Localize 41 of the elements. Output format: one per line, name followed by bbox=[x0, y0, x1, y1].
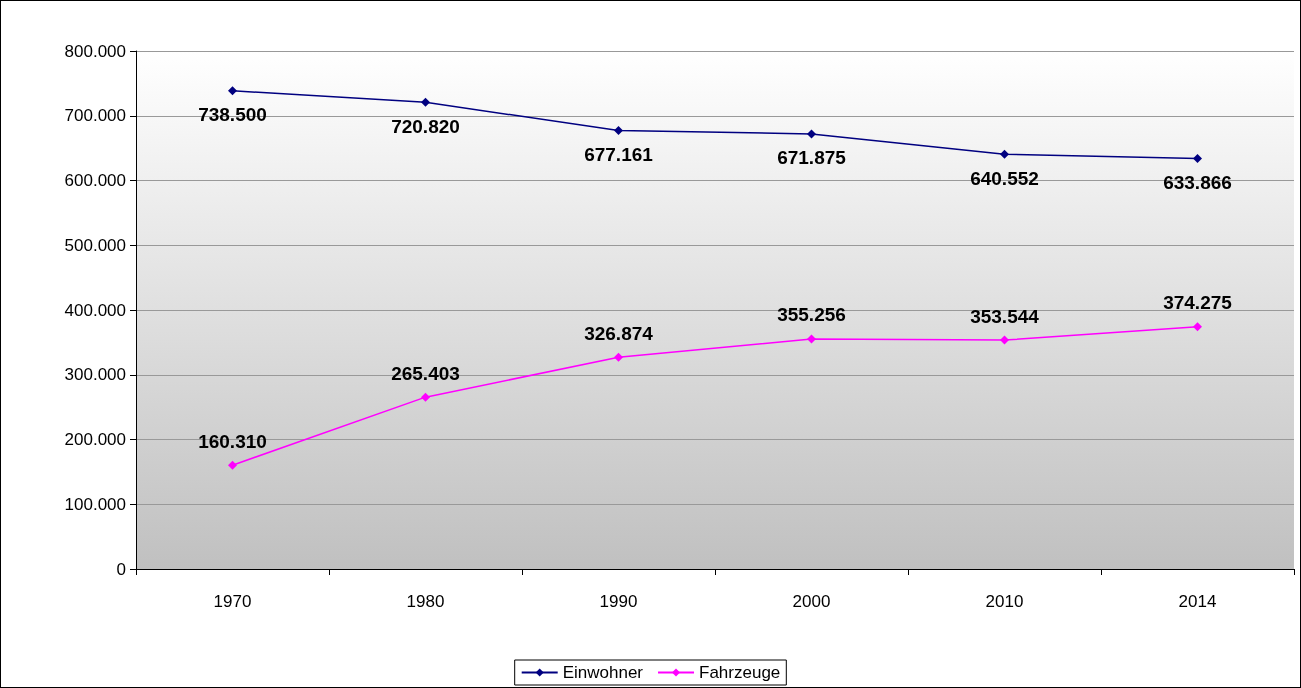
data-label: 355.256 bbox=[777, 304, 846, 326]
x-tick-label: 1970 bbox=[213, 592, 252, 611]
x-tick-label: 1990 bbox=[599, 592, 638, 611]
y-tick-label: 100.000 bbox=[64, 494, 126, 514]
x-tick-label: 2014 bbox=[1178, 592, 1217, 611]
y-tick-label: 700.000 bbox=[64, 106, 126, 126]
point bbox=[807, 334, 816, 344]
point bbox=[614, 352, 623, 362]
point bbox=[228, 86, 237, 96]
x-tick-label: 2000 bbox=[792, 592, 831, 611]
y-tick-label: 200.000 bbox=[64, 430, 126, 449]
data-label: 640.552 bbox=[970, 167, 1039, 189]
y-tick-label: 0 bbox=[116, 559, 126, 579]
point bbox=[421, 97, 430, 107]
y-tick-label: 500.000 bbox=[64, 235, 126, 255]
y-tick-label: 400.000 bbox=[64, 300, 126, 320]
point bbox=[228, 460, 237, 470]
point bbox=[1000, 149, 1009, 159]
data-label: 374.275 bbox=[1163, 292, 1233, 314]
data-label: 353.544 bbox=[970, 305, 1040, 327]
data-label: 160.310 bbox=[198, 430, 267, 452]
data-label: 677.161 bbox=[584, 144, 654, 166]
point bbox=[1193, 154, 1202, 164]
y-tick-label: 600.000 bbox=[64, 171, 126, 190]
x-tick-label: 1980 bbox=[406, 592, 445, 611]
data-label: 720.820 bbox=[391, 115, 460, 137]
x-tick-label: 2010 bbox=[985, 592, 1024, 611]
legend-label: Einwohner bbox=[562, 663, 644, 682]
point bbox=[1193, 322, 1202, 332]
point bbox=[421, 392, 430, 402]
y-tick-label: 800.000 bbox=[64, 41, 126, 61]
data-label: 738.500 bbox=[198, 104, 267, 126]
point bbox=[614, 126, 623, 136]
data-label: 265.403 bbox=[391, 362, 460, 384]
point bbox=[807, 129, 816, 139]
point bbox=[1000, 335, 1009, 345]
data-label: 633.866 bbox=[1163, 172, 1232, 194]
legend-label: Fahrzeuge bbox=[699, 663, 781, 682]
data-label: 671.875 bbox=[777, 147, 847, 169]
data-label: 326.874 bbox=[584, 322, 654, 344]
y-tick-label: 300.000 bbox=[64, 365, 126, 385]
